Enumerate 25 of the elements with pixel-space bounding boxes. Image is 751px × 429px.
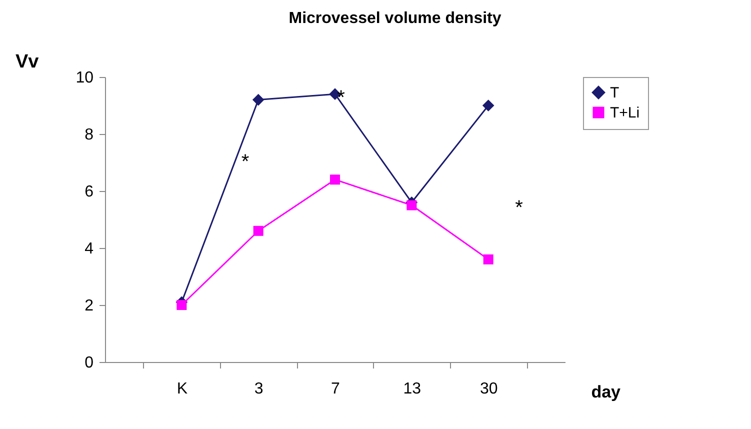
x-tick-label: 13 [403,380,422,398]
x-tick-label: 30 [480,380,498,398]
point [483,254,494,264]
annotation: * [241,150,250,173]
x-tick-label: 7 [331,380,340,398]
legend-label: T [610,84,620,102]
point [176,300,187,310]
point [330,174,340,185]
point [252,94,264,106]
y-tick-label: 4 [84,240,94,258]
y-tick-label: 0 [84,354,94,372]
legend-label: T+Li [610,104,640,122]
point [406,200,417,210]
x-tick-label: K [176,380,188,398]
y-axis-title: Vv [16,52,40,72]
y-tick-label: 6 [84,184,94,200]
point [482,100,494,112]
y-tick-label: 10 [76,70,94,86]
annotation: * [515,196,524,219]
point [253,226,264,236]
x-axis-title: day [591,382,622,402]
x-tick-label: 3 [254,380,264,398]
y-tick-label: 2 [84,298,94,314]
chart-title: Microvessel volume density [288,10,502,27]
y-tick-label: 8 [84,126,94,144]
